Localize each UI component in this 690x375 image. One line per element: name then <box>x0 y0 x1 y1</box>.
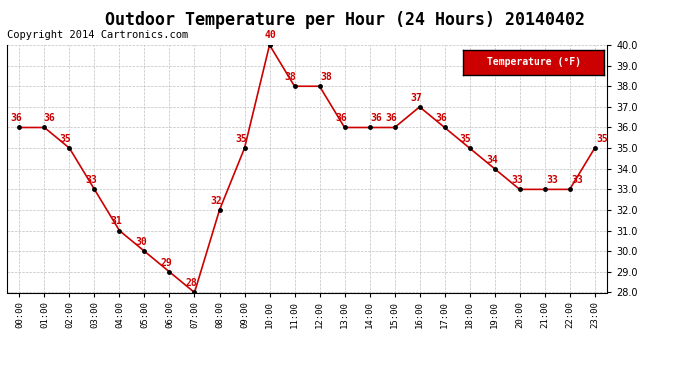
Text: 33: 33 <box>511 175 522 185</box>
Text: 32: 32 <box>210 196 222 206</box>
Text: 38: 38 <box>284 72 296 82</box>
Text: 36: 36 <box>336 113 348 123</box>
Text: 40: 40 <box>264 30 276 40</box>
Text: 36: 36 <box>436 113 448 123</box>
Text: 38: 38 <box>321 72 333 82</box>
Text: 37: 37 <box>411 93 422 103</box>
Text: 33: 33 <box>546 175 558 185</box>
Text: 35: 35 <box>460 134 471 144</box>
Text: 35: 35 <box>236 134 248 144</box>
Text: Outdoor Temperature per Hour (24 Hours) 20140402: Outdoor Temperature per Hour (24 Hours) … <box>105 11 585 29</box>
Text: 29: 29 <box>161 258 172 268</box>
Text: 35: 35 <box>59 134 71 144</box>
Text: 36: 36 <box>371 113 382 123</box>
Text: 35: 35 <box>596 134 608 144</box>
Text: 33: 33 <box>86 175 97 185</box>
Text: 36: 36 <box>10 113 22 123</box>
Text: 30: 30 <box>136 237 148 247</box>
Text: 34: 34 <box>486 154 497 165</box>
Text: 36: 36 <box>386 113 397 123</box>
Text: 31: 31 <box>110 216 122 226</box>
Text: Copyright 2014 Cartronics.com: Copyright 2014 Cartronics.com <box>7 30 188 40</box>
Text: 33: 33 <box>571 175 582 185</box>
Text: 28: 28 <box>186 278 197 288</box>
Text: 36: 36 <box>43 113 55 123</box>
